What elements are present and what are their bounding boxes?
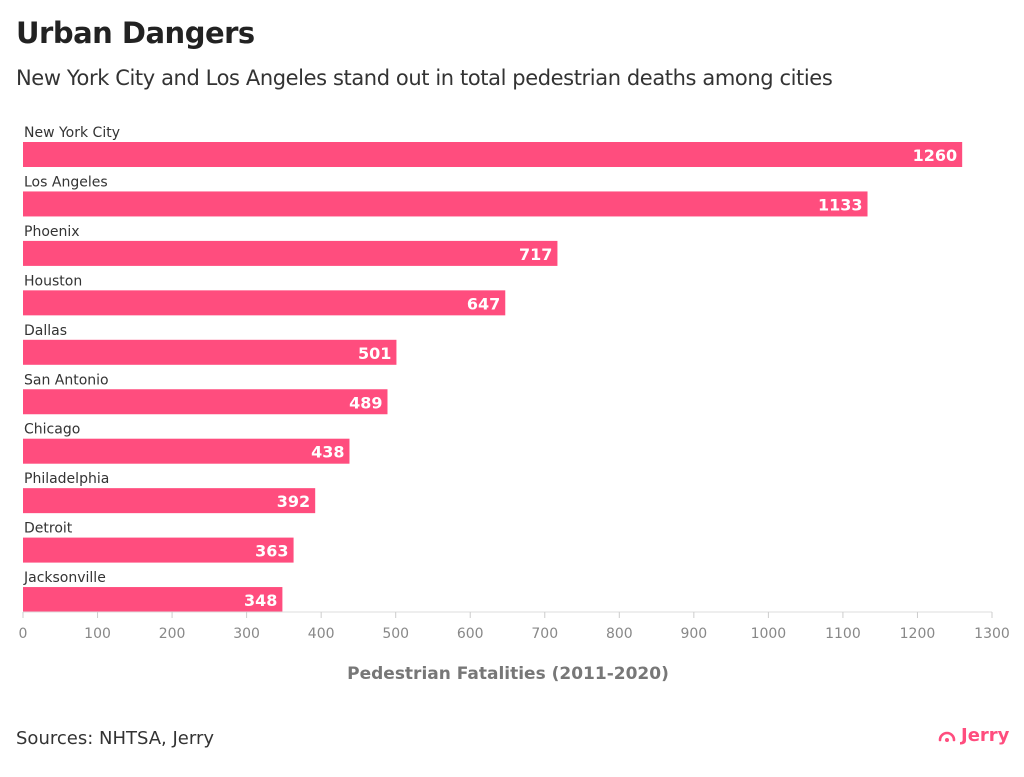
bar [23,389,388,415]
bar [23,488,316,514]
category-label: Dallas [24,323,67,339]
bar [23,240,558,266]
bar [23,537,294,563]
x-tick-label: 1000 [751,626,787,642]
data-label: 392 [277,492,310,511]
chart-subtitle: New York City and Los Angeles stand out … [16,66,833,90]
x-tick-label: 300 [233,626,260,642]
bar [23,290,506,316]
x-tick-label: 600 [457,626,484,642]
data-label: 1260 [913,146,958,165]
x-tick-label: 1200 [900,626,936,642]
jerry-logo-text: Jerry [961,725,1010,746]
category-label: San Antonio [24,372,109,388]
data-label: 501 [358,344,391,363]
category-label: Houston [24,273,82,289]
x-tick-label: 200 [159,626,186,642]
x-tick-label: 1100 [825,626,861,642]
category-label: Detroit [24,521,73,537]
data-label: 438 [311,443,344,462]
jerry-logo: Jerry [938,725,1009,746]
data-label: 348 [244,591,277,610]
x-tick-label: 1300 [974,626,1010,642]
source-note: Sources: NHTSA, Jerry [16,728,215,749]
bar [23,339,397,365]
bar [23,438,350,464]
data-label: 647 [467,294,500,313]
x-tick-label: 400 [308,626,335,642]
category-label: Chicago [24,422,80,438]
bar [23,191,868,217]
chart-title: Urban Dangers [16,16,255,50]
category-label: Philadelphia [24,471,109,487]
x-tick-label: 800 [606,626,633,642]
category-label: Los Angeles [24,174,108,190]
x-tick-label: 500 [382,626,409,642]
x-tick-label: 900 [680,626,707,642]
data-label: 363 [255,542,288,561]
data-label: 1133 [818,195,863,214]
x-tick-label: 100 [84,626,111,642]
jerry-logo-icon [938,731,956,742]
category-label: New York City [24,125,120,141]
x-tick-label: 0 [19,626,28,642]
category-label: Phoenix [24,224,80,240]
x-axis-title: Pedestrian Fatalities (2011-2020) [347,664,669,684]
bar-chart: New York City 1260 Los Angeles 1133 Phoenix 7… [19,125,1010,642]
bar [23,142,963,167]
category-label: Jacksonville [23,570,106,586]
x-tick-label: 700 [531,626,558,642]
bar [23,587,283,613]
data-label: 489 [349,393,382,412]
data-label: 717 [519,245,552,264]
